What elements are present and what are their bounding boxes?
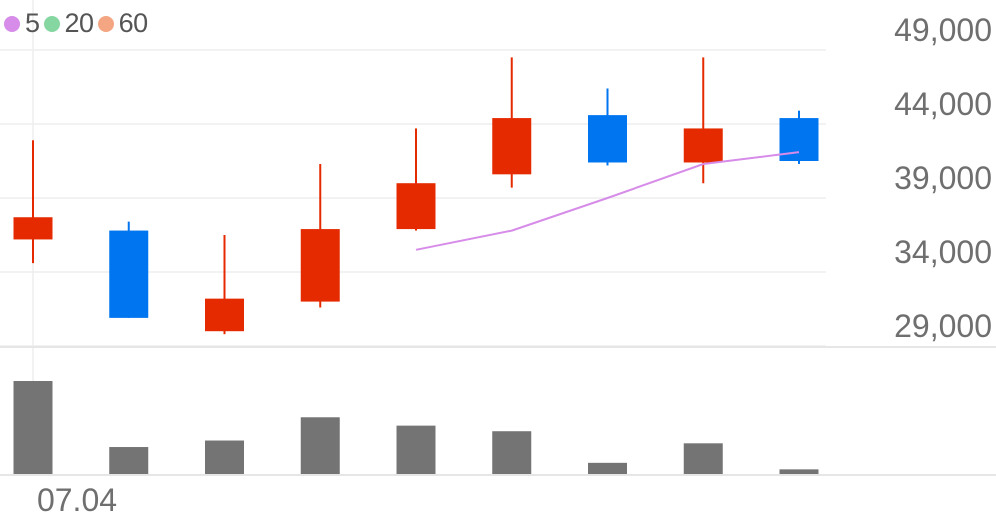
- x-tick-label-0: 07.04: [37, 482, 117, 518]
- legend-item-ma5: 5: [4, 8, 40, 39]
- candle-body-7: [683, 128, 723, 163]
- volume-bar-8: [779, 469, 819, 474]
- volume-bar-0: [13, 381, 53, 474]
- legend: 5 20 60: [4, 8, 152, 39]
- legend-label-ma60: 60: [118, 8, 149, 38]
- candle-body-4: [396, 183, 436, 230]
- y-tick-label-2: 39,000: [894, 160, 992, 196]
- legend-dot-ma5: [4, 15, 20, 32]
- candle-body-1: [109, 230, 149, 318]
- legend-item-ma20: 20: [43, 8, 95, 39]
- legend-item-ma60: 60: [97, 8, 149, 39]
- legend-label-ma5: 5: [25, 8, 40, 38]
- volume-bar-2: [205, 440, 244, 474]
- volume-bar-4: [396, 425, 436, 474]
- y-tick-label-0: 49,000: [894, 12, 992, 48]
- volume-bar-3: [300, 417, 340, 474]
- y-tick-label-1: 44,000: [894, 86, 992, 122]
- legend-label-ma20: 20: [64, 8, 95, 38]
- legend-dot-ma20: [43, 15, 60, 32]
- volume-bar-7: [683, 443, 723, 474]
- candle-body-5: [492, 118, 532, 175]
- candle-body-3: [300, 229, 340, 302]
- y-tick-label-4: 29,000: [894, 308, 992, 344]
- y-tick-label-3: 34,000: [894, 234, 992, 270]
- candle-body-6: [588, 115, 627, 163]
- volume-bar-5: [492, 431, 532, 474]
- volume-bar-6: [588, 462, 627, 474]
- candle-body-2: [205, 298, 244, 332]
- legend-dot-ma60: [97, 15, 114, 32]
- ma5-line: [415, 151, 800, 251]
- volume-bar-1: [109, 447, 149, 474]
- candle-body-0: [13, 217, 53, 240]
